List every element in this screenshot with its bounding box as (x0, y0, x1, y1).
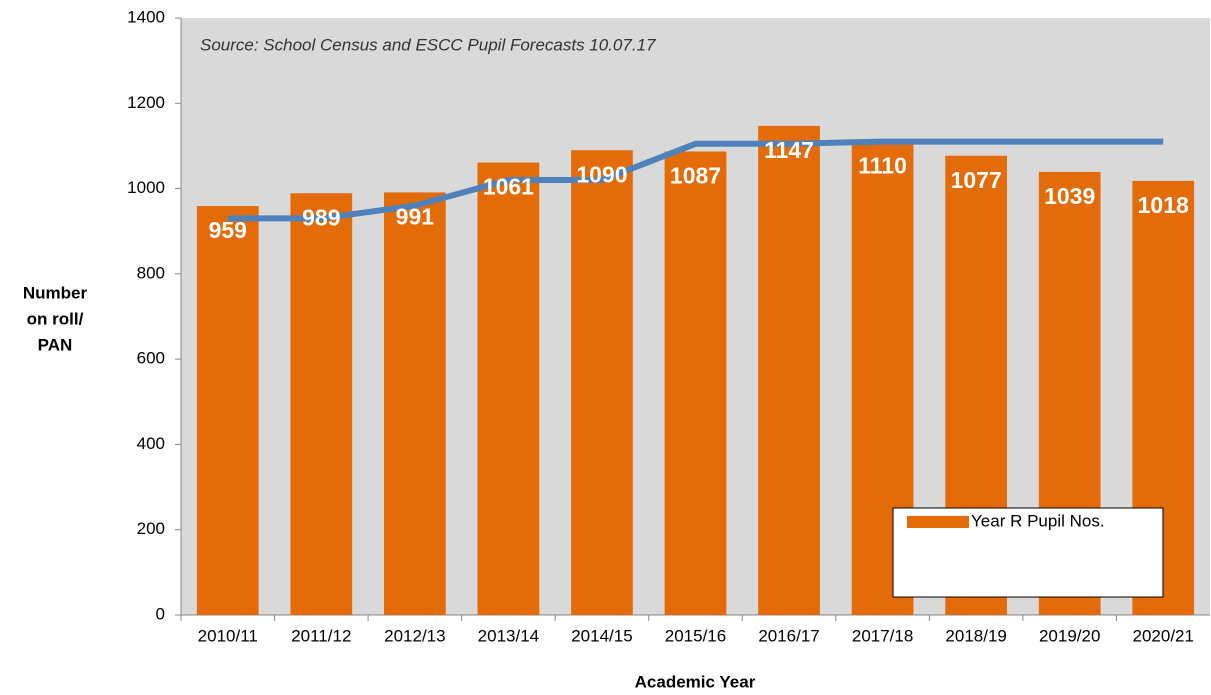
x-tick-label: 2010/11 (198, 626, 258, 645)
data-label: 1077 (951, 167, 1002, 193)
bar (477, 162, 540, 616)
data-label: 1061 (483, 174, 534, 200)
annotation: Source: School Census and ESCC Pupil For… (200, 35, 656, 54)
y-axis-label: PAN (38, 335, 73, 354)
x-tick-label: 2014/15 (571, 626, 632, 645)
y-axis-label: Number (23, 283, 88, 302)
bar (571, 150, 633, 615)
x-tick-label: 2017/18 (852, 626, 913, 645)
data-label: 1090 (576, 161, 627, 187)
y-tick-label: 1400 (127, 7, 165, 26)
data-label: 1087 (670, 163, 721, 189)
y-tick-label: 600 (137, 349, 165, 368)
bar (290, 193, 353, 615)
x-tick-label: 2013/14 (478, 626, 539, 645)
legend-label: Year R Pupil Nos. (971, 511, 1105, 530)
data-label: 1039 (1044, 183, 1095, 209)
data-label: 959 (209, 217, 247, 243)
data-label: 991 (396, 203, 435, 229)
data-label: 989 (302, 204, 340, 230)
bar (383, 192, 446, 615)
data-label: 1110 (858, 153, 907, 179)
y-tick-label: 400 (137, 434, 165, 453)
x-tick-label: 2015/16 (665, 626, 726, 645)
y-tick-label: 1000 (127, 178, 165, 197)
y-axis-label: on roll/ (27, 309, 84, 328)
x-tick-label: 2018/19 (945, 626, 1006, 645)
bar (664, 151, 727, 615)
x-tick-label: 2016/17 (758, 626, 819, 645)
data-label: 1018 (1138, 192, 1189, 218)
x-tick-label: 2020/21 (1133, 626, 1194, 645)
y-tick-label: 0 (156, 604, 165, 623)
legend-swatch (907, 516, 969, 528)
bar (758, 125, 820, 616)
y-tick-label: 800 (137, 263, 165, 282)
bar (196, 206, 259, 615)
line (227, 138, 1164, 222)
y-tick-label: 1200 (127, 93, 165, 112)
y-tick-label: 200 (137, 519, 165, 538)
x-tick-label: 2012/13 (384, 626, 445, 645)
x-tick-label: 2019/20 (1039, 626, 1100, 645)
data-label: 1147 (764, 137, 814, 163)
x-tick-label: 2011/12 (291, 626, 351, 645)
x-axis-label: Academic Year (635, 672, 756, 691)
